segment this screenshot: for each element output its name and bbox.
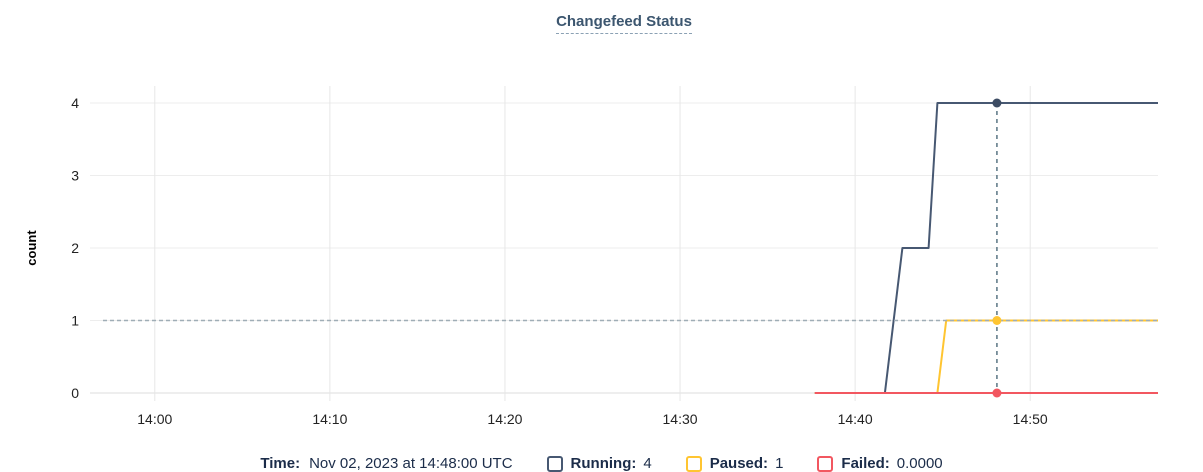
- legend-label-paused: Paused:: [709, 455, 769, 472]
- legend-value-paused: 1: [775, 455, 784, 472]
- legend-items: Running: 4 Paused: 1 Failed: 0.0000: [546, 455, 943, 472]
- y-tick-label: 3: [71, 168, 79, 184]
- legend-label-failed: Failed:: [841, 455, 890, 472]
- y-tick-label: 1: [71, 313, 79, 329]
- chart-title-row: Changefeed Status: [0, 0, 1203, 39]
- legend-swatch-failed: [817, 455, 834, 472]
- x-tick-label: 14:20: [487, 411, 522, 427]
- hover-dot-failed: [992, 388, 1002, 398]
- series-line-paused: [814, 319, 1158, 394]
- chart-title[interactable]: Changefeed Status: [556, 13, 692, 34]
- legend-value-running: 4: [643, 455, 652, 472]
- legend-item-failed: Failed: 0.0000: [817, 455, 943, 472]
- x-tick-label: 14:40: [838, 411, 873, 427]
- x-tick-label: 14:50: [1013, 411, 1048, 427]
- y-tick-label: 0: [71, 385, 79, 401]
- legend-label-running: Running:: [570, 455, 637, 472]
- legend-value-failed: 0.0000: [896, 455, 943, 472]
- x-tick-label: 14:30: [663, 411, 698, 427]
- legend-item-paused: Paused: 1: [685, 455, 784, 472]
- hover-dot-running: [992, 98, 1002, 108]
- legend-swatch-running: [546, 455, 563, 472]
- hover-dot-paused: [992, 316, 1002, 325]
- legend-item-running: Running: 4: [546, 455, 652, 472]
- hover-time-value: Nov 02, 2023 at 14:48:00 UTC: [309, 455, 513, 472]
- hover-legend: Time: Nov 02, 2023 at 14:48:00 UTC Runnin…: [0, 455, 1203, 472]
- x-tick-label: 14:00: [137, 411, 172, 427]
- legend-swatch-paused: [685, 455, 702, 472]
- x-tick-label: 14:10: [312, 411, 347, 427]
- chart-svg[interactable]: 0 1 2 3 4 14:00 14:10 14:20 14:30 14:40 14:50 count: [0, 41, 1203, 439]
- hover-time: Time: Nov 02, 2023 at 14:48:00 UTC: [260, 455, 512, 472]
- y-tick-label: 2: [71, 240, 79, 256]
- y-tick-label: 4: [71, 95, 79, 111]
- y-axis-title: count: [24, 230, 39, 266]
- hover-time-label: Time:: [260, 455, 301, 472]
